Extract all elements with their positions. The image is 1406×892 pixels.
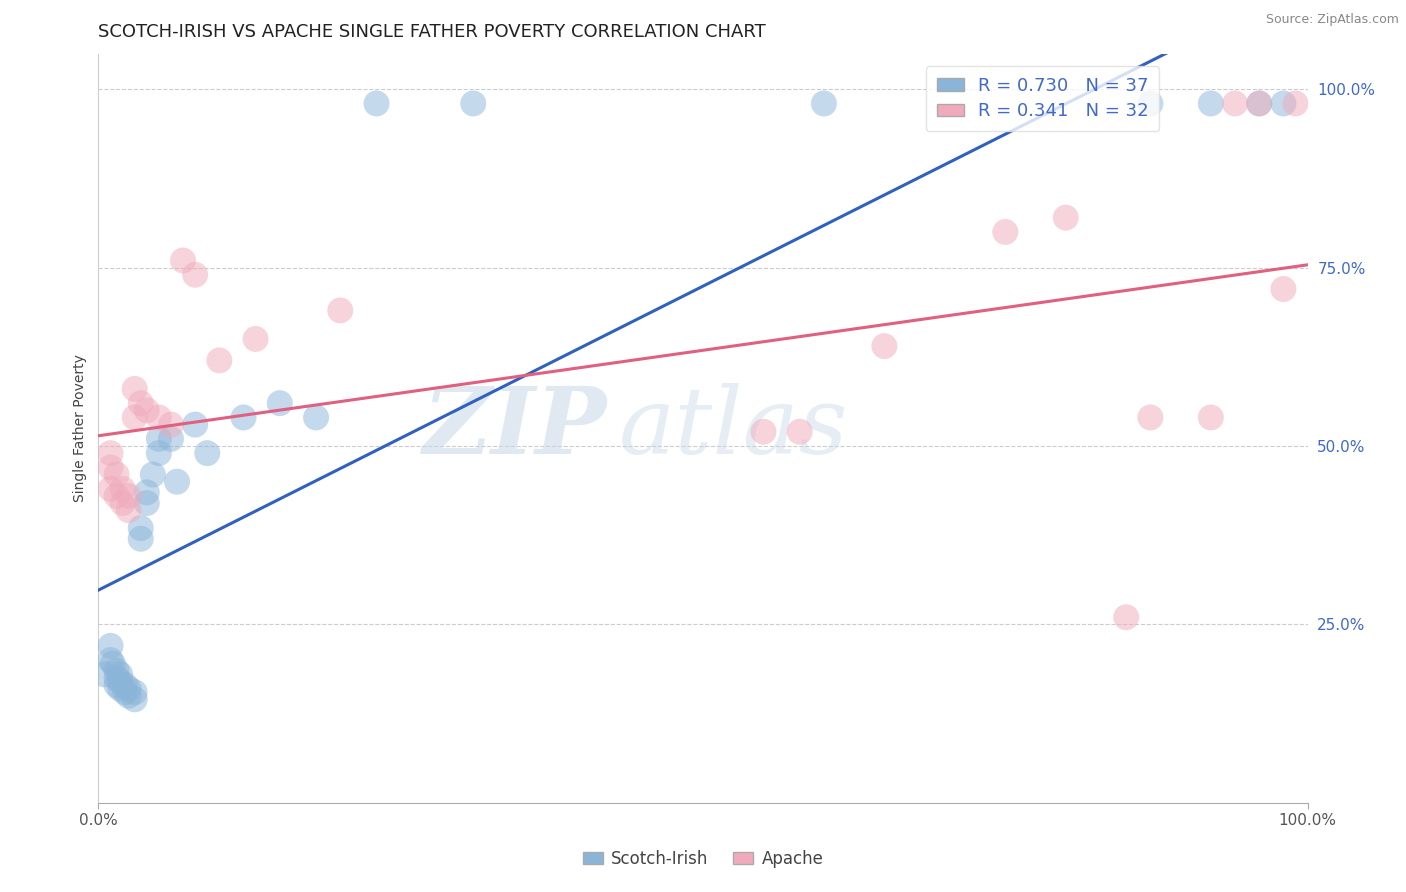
Point xyxy=(100,639,122,653)
Point xyxy=(114,685,136,699)
Point xyxy=(135,403,157,417)
Point xyxy=(118,681,141,696)
Point xyxy=(129,396,152,410)
Point xyxy=(124,410,146,425)
Point xyxy=(1249,96,1271,111)
Point xyxy=(1054,211,1077,225)
Point xyxy=(111,496,134,510)
Point xyxy=(105,489,128,503)
Point xyxy=(148,446,170,460)
Point xyxy=(184,417,207,432)
Text: atlas: atlas xyxy=(619,384,848,473)
Point xyxy=(148,410,170,425)
Point xyxy=(1272,282,1295,296)
Text: Source: ZipAtlas.com: Source: ZipAtlas.com xyxy=(1265,13,1399,27)
Point xyxy=(813,96,835,111)
Point xyxy=(1115,610,1137,624)
Point xyxy=(100,460,122,475)
Point xyxy=(1249,96,1271,111)
Point xyxy=(111,482,134,496)
Point xyxy=(366,96,388,111)
Point xyxy=(118,689,141,703)
Point xyxy=(1284,96,1306,111)
Point xyxy=(752,425,775,439)
Point xyxy=(108,681,131,696)
Point xyxy=(124,382,146,396)
Point xyxy=(463,96,485,111)
Point xyxy=(1199,96,1222,111)
Point xyxy=(232,410,254,425)
Point xyxy=(124,685,146,699)
Point xyxy=(789,425,811,439)
Text: SCOTCH-IRISH VS APACHE SINGLE FATHER POVERTY CORRELATION CHART: SCOTCH-IRISH VS APACHE SINGLE FATHER POV… xyxy=(98,23,766,41)
Text: ZIP: ZIP xyxy=(422,384,606,473)
Point xyxy=(195,446,218,460)
Point xyxy=(101,657,124,671)
Point xyxy=(100,482,122,496)
Point xyxy=(105,678,128,692)
Point xyxy=(269,396,291,410)
Point xyxy=(1223,96,1246,111)
Point xyxy=(118,489,141,503)
Point xyxy=(129,532,152,546)
Point xyxy=(172,253,194,268)
Point xyxy=(208,353,231,368)
Y-axis label: Single Father Poverty: Single Father Poverty xyxy=(73,354,87,502)
Point xyxy=(108,674,131,689)
Point xyxy=(114,678,136,692)
Point xyxy=(135,485,157,500)
Legend: R = 0.730   N = 37, R = 0.341   N = 32: R = 0.730 N = 37, R = 0.341 N = 32 xyxy=(925,66,1160,131)
Point xyxy=(108,667,131,681)
Point xyxy=(160,417,183,432)
Point xyxy=(124,692,146,706)
Point xyxy=(105,664,128,678)
Point xyxy=(329,303,352,318)
Point xyxy=(160,432,183,446)
Point xyxy=(93,667,115,681)
Point xyxy=(873,339,896,353)
Point xyxy=(1139,410,1161,425)
Point xyxy=(184,268,207,282)
Point xyxy=(1139,96,1161,111)
Point xyxy=(142,467,165,482)
Point xyxy=(135,496,157,510)
Point xyxy=(166,475,188,489)
Point xyxy=(305,410,328,425)
Point xyxy=(129,521,152,535)
Point xyxy=(1199,410,1222,425)
Point xyxy=(105,671,128,685)
Point xyxy=(118,503,141,517)
Point xyxy=(100,446,122,460)
Point xyxy=(148,432,170,446)
Point xyxy=(105,467,128,482)
Point xyxy=(1272,96,1295,111)
Legend: Scotch-Irish, Apache: Scotch-Irish, Apache xyxy=(576,844,830,875)
Point xyxy=(245,332,267,346)
Point xyxy=(994,225,1017,239)
Point xyxy=(100,653,122,667)
